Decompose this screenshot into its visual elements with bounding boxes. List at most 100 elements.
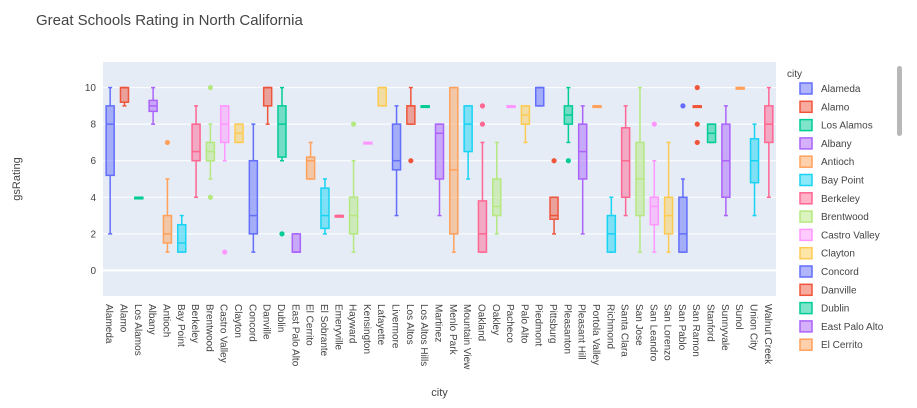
box-antioch <box>162 139 173 253</box>
box-danville <box>262 86 273 125</box>
legend-item[interactable]: Clayton <box>799 246 855 260</box>
box-east-palo-alto <box>291 233 302 253</box>
x-tick-label: San Lorenzo <box>662 304 673 361</box>
box-stanford <box>706 123 717 144</box>
box-walnut-creek <box>764 86 774 199</box>
outlier-point <box>651 121 657 127</box>
box-clayton <box>234 123 244 144</box>
box-iqr <box>305 156 316 180</box>
x-tick-label: Pittsburg <box>547 304 558 343</box>
legend-item[interactable]: Antioch <box>799 155 854 168</box>
outlier-point <box>565 158 571 164</box>
box-iqr <box>277 105 287 158</box>
legend-item[interactable]: Castro Valley <box>799 228 880 241</box>
x-tick-label: Stanford <box>705 304 716 342</box>
legend-label: Berkeley <box>821 194 860 205</box>
x-tick-label: Union City <box>748 304 759 350</box>
legend-item[interactable]: El Cerrito <box>799 338 863 351</box>
x-tick-label: Concord <box>246 304 257 342</box>
legend-label: Alameda <box>821 84 861 95</box>
y-tick-labels: 0 2 4 6 8 10 <box>85 83 97 277</box>
legend-swatch <box>799 155 813 168</box>
box-iqr <box>477 200 488 253</box>
x-tick-label: Menlo Park <box>447 304 458 356</box>
box-iqr <box>162 214 173 244</box>
box-sunol <box>735 86 745 90</box>
legend-label: Los Alamos <box>821 121 873 132</box>
legend-label: El Cerrito <box>821 340 863 351</box>
box-oakley <box>492 141 502 235</box>
outlier-point <box>694 121 700 127</box>
box-lafayette <box>377 86 387 107</box>
x-tick-label: Portola Valley <box>590 304 601 365</box>
legend-item[interactable]: Alamo <box>799 100 850 113</box>
box-union-city <box>749 123 760 217</box>
legend-swatch <box>799 320 813 333</box>
legend-item[interactable]: Concord <box>799 265 859 278</box>
legend-item[interactable]: Los Alamos <box>799 118 873 132</box>
legend-item[interactable]: Danville <box>799 283 857 296</box>
y-tick-label: 4 <box>90 193 96 204</box>
x-tick-label: East Palo Alto <box>289 304 300 367</box>
x-tick-label: Walnut Creek <box>762 304 773 365</box>
x-tick-label: Kensington <box>361 304 372 354</box>
legend-label: East Palo Alto <box>821 322 884 333</box>
box-mountain-view <box>463 105 473 180</box>
x-tick-label: Dublin <box>275 304 286 332</box>
box-pittsburg <box>549 158 559 235</box>
box-iqr <box>549 196 559 220</box>
x-tick-label: Los Altos Hills <box>418 304 429 366</box>
box-bay-point <box>176 214 187 253</box>
x-tick-label: San Ramon <box>690 304 701 357</box>
legend-label: Alamo <box>821 102 850 113</box>
outlier-point <box>694 84 700 91</box>
box-concord <box>248 123 259 253</box>
x-tick-label: Hayward <box>347 304 358 343</box>
outlier-point <box>222 249 228 255</box>
legend-scrollbar[interactable] <box>897 66 902 136</box>
outlier-point <box>164 139 171 146</box>
box-castro-valley <box>219 105 230 255</box>
box-berkeley <box>191 105 201 199</box>
outlier-point <box>551 158 557 164</box>
x-tick-label: Oakland <box>475 304 486 341</box>
box-pacheco <box>506 105 516 109</box>
box-iqr <box>119 86 130 103</box>
x-tick-label: Emeryville <box>332 304 343 351</box>
x-tick-label: Pleasanton <box>561 304 572 354</box>
box-iqr <box>463 105 473 153</box>
x-tick-label: Santa Clara <box>619 304 630 357</box>
box-iqr <box>406 105 416 125</box>
legend-item[interactable]: Berkeley <box>799 192 860 205</box>
legend-swatch <box>799 82 813 95</box>
box-iqr <box>176 223 187 253</box>
y-axis-title: gsRating <box>11 157 23 200</box>
legend-item[interactable]: Bay Point <box>799 173 864 187</box>
legend-item[interactable]: East Palo Alto <box>799 320 884 333</box>
box-los-alamos <box>134 196 144 200</box>
legend-item[interactable]: Alameda <box>799 82 861 95</box>
x-tick-label: Piedmont <box>533 304 544 346</box>
x-tick-label: Albany <box>146 304 157 335</box>
box-alamo <box>119 86 130 107</box>
legend[interactable]: city Alameda Alamo Los Alamos Albany Antioch… <box>787 66 902 351</box>
legend-item[interactable]: Dublin <box>799 301 849 315</box>
box-iqr <box>434 123 445 180</box>
x-tick-label: Palo Alto <box>518 304 529 344</box>
outlier-point <box>408 158 414 164</box>
y-tick-label: 10 <box>85 83 97 94</box>
legend-item[interactable]: Albany <box>799 137 852 150</box>
x-tick-label: Antioch <box>160 304 171 337</box>
box-martinez <box>434 123 445 217</box>
box-brentwood <box>205 84 216 200</box>
box-sunnyvale <box>721 105 731 217</box>
box-santa-clara <box>620 105 631 217</box>
x-tick-label: San Jose <box>633 304 644 346</box>
legend-label: Antioch <box>821 157 854 168</box>
legend-item[interactable]: Brentwood <box>799 210 869 223</box>
y-tick-label: 6 <box>90 156 96 167</box>
x-tick-label: Danville <box>261 304 272 340</box>
x-tick-label: Martinez <box>433 304 444 342</box>
box-el-cerrito <box>305 141 316 180</box>
